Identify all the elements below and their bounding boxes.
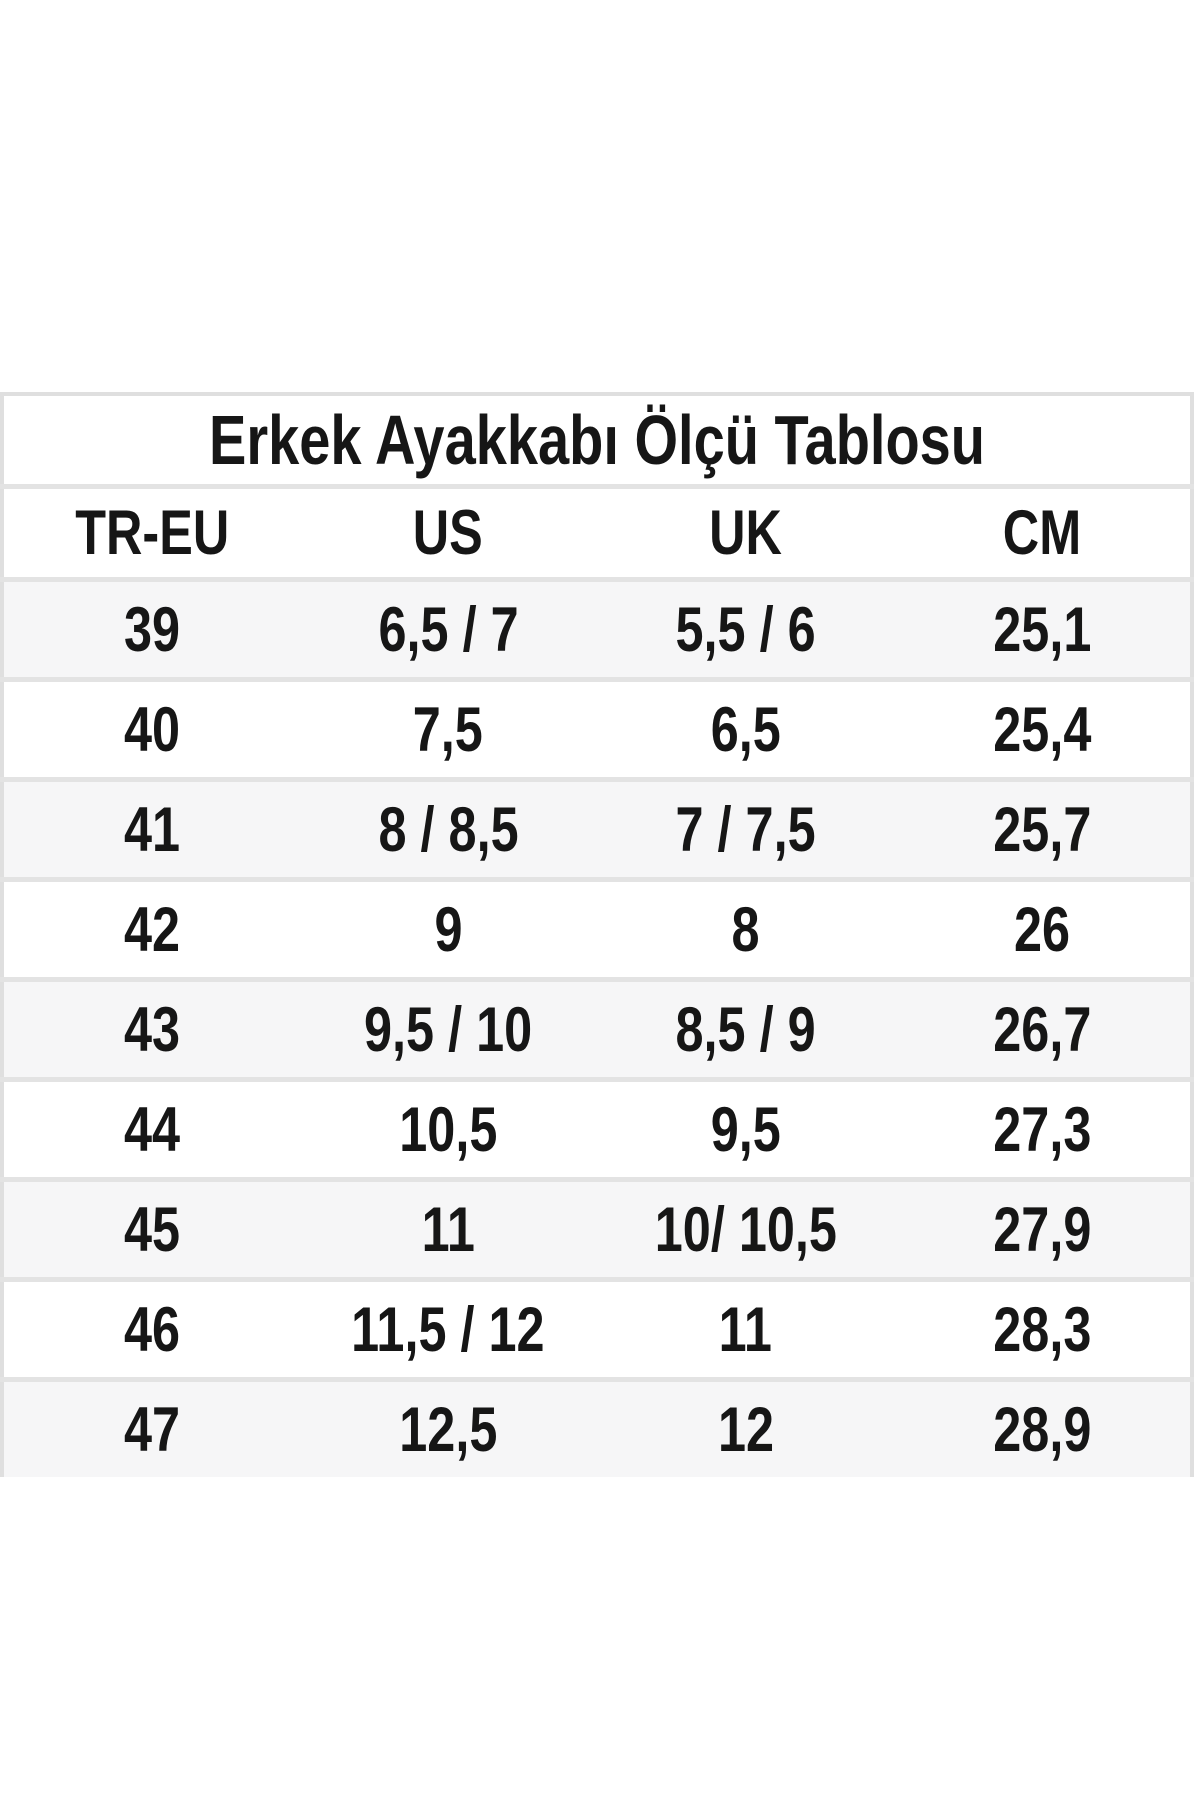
cell-tr-eu: 43 bbox=[2, 977, 300, 1080]
column-header-cm: CM bbox=[894, 486, 1192, 582]
size-row-43: 43 9,5 / 10 8,5 / 9 26,7 bbox=[2, 977, 1192, 1080]
cell-uk: 5,5 / 6 bbox=[675, 594, 816, 665]
cell-cm: 28,3 bbox=[894, 1277, 1192, 1380]
cell-cm: 25,1 bbox=[993, 594, 1092, 665]
size-row-41: 41 8 / 8,5 7 / 7,5 25,7 bbox=[2, 777, 1192, 880]
cell-cm: 26,7 bbox=[894, 977, 1192, 1080]
cell-uk: 7 / 7,5 bbox=[597, 777, 895, 880]
size-row-45: 45 11 10/ 10,5 27,9 bbox=[2, 1177, 1192, 1280]
cell-uk: 12 bbox=[597, 1377, 895, 1477]
cell-cm: 25,4 bbox=[894, 677, 1192, 780]
cell-uk: 6,5 bbox=[597, 677, 895, 780]
size-row-42: 42 9 8 26 bbox=[2, 877, 1192, 980]
cell-tr-eu: 44 bbox=[2, 1077, 300, 1180]
cell-tr-eu: 47 bbox=[2, 1377, 300, 1477]
cell-us: 6,5 / 7 bbox=[378, 594, 519, 665]
size-row-40: 40 7,5 6,5 25,4 bbox=[2, 677, 1192, 780]
cell-us: 12,5 bbox=[299, 1377, 597, 1477]
cell-cm: 27,3 bbox=[894, 1077, 1192, 1180]
cell-us: 9,5 / 10 bbox=[299, 977, 597, 1080]
cell-tr-eu: 42 bbox=[2, 877, 300, 980]
size-row-47: 47 12,5 12 28,9 bbox=[2, 1377, 1192, 1477]
cell-tr-eu: 40 bbox=[2, 677, 300, 780]
cell-tr-eu: 41 bbox=[2, 777, 300, 880]
cell-uk: 8,5 / 9 bbox=[597, 977, 895, 1080]
size-row-44: 44 10,5 9,5 27,3 bbox=[2, 1077, 1192, 1180]
size-chart-table: Erkek Ayakkabı Ölçü Tablosu TR-EU US UK … bbox=[0, 392, 1194, 1477]
cell-tr-eu: 39 bbox=[123, 594, 180, 665]
cell-cm: 28,9 bbox=[894, 1377, 1192, 1477]
table-title-row: Erkek Ayakkabı Ölçü Tablosu bbox=[2, 394, 1192, 489]
table-title: Erkek Ayakkabı Ölçü Tablosu bbox=[2, 394, 1192, 489]
cell-cm: 25,7 bbox=[894, 777, 1192, 880]
column-header-us: US bbox=[299, 486, 597, 582]
cell-us: 7,5 bbox=[299, 677, 597, 780]
cell-uk: 10/ 10,5 bbox=[597, 1177, 895, 1280]
cell-tr-eu: 45 bbox=[2, 1177, 300, 1280]
cell-us: 11 bbox=[299, 1177, 597, 1280]
table-header-row: TR-EU US UK CM bbox=[2, 486, 1192, 582]
size-row-46: 46 11,5 / 12 11 28,3 bbox=[2, 1277, 1192, 1380]
cell-us: 10,5 bbox=[299, 1077, 597, 1180]
cell-tr-eu: 46 bbox=[2, 1277, 300, 1380]
column-header-tr-eu: TR-EU bbox=[2, 486, 300, 582]
cell-uk: 11 bbox=[597, 1277, 895, 1380]
cell-cm: 26 bbox=[894, 877, 1192, 980]
cell-us: 9 bbox=[299, 877, 597, 980]
cell-us: 8 / 8,5 bbox=[299, 777, 597, 880]
cell-uk: 8 bbox=[597, 877, 895, 980]
cell-cm: 27,9 bbox=[894, 1177, 1192, 1280]
size-row-39: 39 6,5 / 7 5,5 / 6 25,1 bbox=[2, 579, 1192, 680]
cell-uk: 9,5 bbox=[597, 1077, 895, 1180]
table-title-text: Erkek Ayakkabı Ölçü Tablosu bbox=[208, 401, 986, 479]
cell-us: 11,5 / 12 bbox=[299, 1277, 597, 1380]
column-header-uk: UK bbox=[597, 486, 895, 582]
